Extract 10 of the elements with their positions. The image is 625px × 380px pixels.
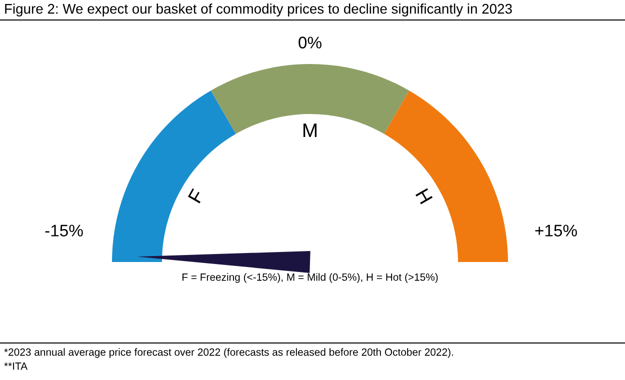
chart-title: Figure 2: We expect our basket of commodity prices to decline significantly in 2023 <box>5 4 512 16</box>
slice-label: H <box>416 188 433 204</box>
text: F = Freezing (<-15%), M = Mild (0-5%), H = Hot (>15%) <box>182 273 438 283</box>
text: +15% <box>535 224 577 236</box>
text: 0% <box>298 36 322 48</box>
text: **ITA <box>4 362 28 370</box>
text: *2023 annual average price forecast over 2022 (forecasts as released before 20th October 2022). <box>4 348 453 358</box>
text: -15% <box>45 224 83 236</box>
slice-label: M <box>303 124 317 138</box>
slice-label: F <box>188 188 204 204</box>
